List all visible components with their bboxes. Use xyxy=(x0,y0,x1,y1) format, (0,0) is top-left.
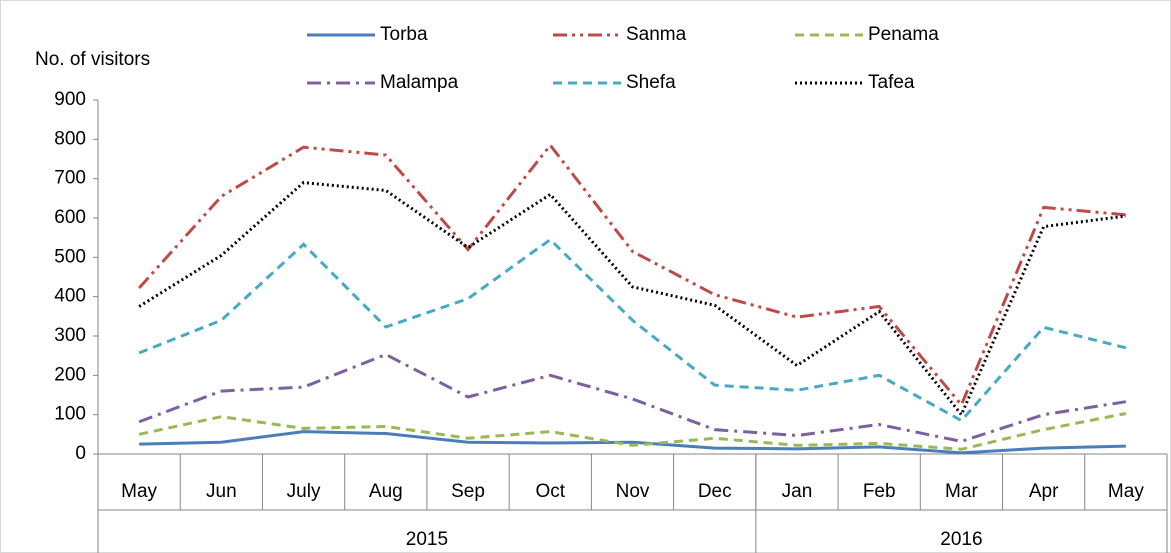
x-tick-label: Nov xyxy=(616,481,650,502)
series-line xyxy=(138,412,1127,451)
x-tick-label: Jan xyxy=(782,481,813,502)
y-tick-label: 800 xyxy=(54,128,86,149)
legend-label: Torba xyxy=(380,24,428,45)
legend-label: Malampa xyxy=(380,72,459,93)
x-tick-label: Jun xyxy=(206,481,237,502)
x-tick-label: Sep xyxy=(451,481,485,502)
x-tick-label: May xyxy=(1108,481,1144,502)
y-axis-title: No. of visitors xyxy=(35,49,150,70)
series-line xyxy=(138,237,1127,423)
y-tick-label: 200 xyxy=(54,364,86,385)
x-tick-label: July xyxy=(287,481,321,502)
x-tick-label: Oct xyxy=(535,481,565,502)
legend-label: Shefa xyxy=(626,72,676,93)
x-tick-label: Apr xyxy=(1029,481,1059,502)
legend-label: Sanma xyxy=(626,24,687,45)
series-line xyxy=(137,142,1127,408)
x-tick-label: Dec xyxy=(698,481,732,502)
year-label: 2015 xyxy=(406,529,448,550)
y-tick-label: 500 xyxy=(54,246,86,267)
year-label: 2016 xyxy=(940,529,982,550)
x-tick-label: Feb xyxy=(863,481,896,502)
legend-label: Penama xyxy=(868,24,939,45)
series-line xyxy=(139,430,1126,455)
y-tick-label: 100 xyxy=(54,404,86,425)
y-tick-label: 700 xyxy=(54,168,86,189)
y-tick-label: 300 xyxy=(54,325,86,346)
x-tick-label: May xyxy=(121,481,157,502)
y-tick-label: 400 xyxy=(54,286,86,307)
y-tick-label: 600 xyxy=(54,207,86,228)
x-tick-label: Mar xyxy=(945,481,978,502)
legend-label: Tafea xyxy=(868,72,915,93)
y-tick-label: 0 xyxy=(75,443,86,464)
y-tick-label: 900 xyxy=(54,89,86,110)
x-tick-label: Aug xyxy=(369,481,403,502)
series-line xyxy=(138,181,1127,418)
